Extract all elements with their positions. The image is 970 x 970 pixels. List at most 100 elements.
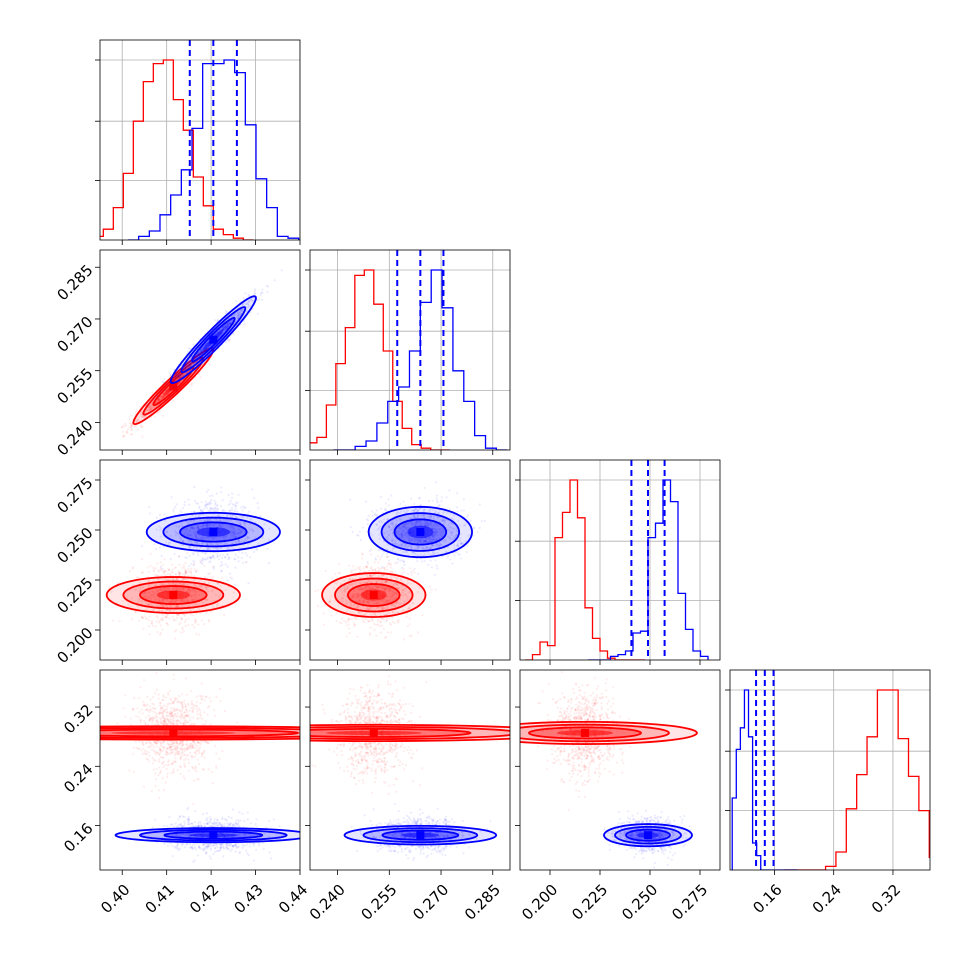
- scatter-point: [234, 532, 237, 535]
- scatter-point: [135, 610, 138, 613]
- scatter-point: [231, 531, 234, 534]
- scatter-point: [155, 615, 158, 618]
- scatter-point: [408, 617, 411, 620]
- scatter-point: [375, 634, 378, 637]
- scatter-point: [137, 606, 140, 609]
- scatter-point: [226, 520, 230, 523]
- scatter-point: [136, 419, 139, 422]
- scatter-point: [216, 319, 219, 322]
- scatter-point: [141, 600, 144, 603]
- scatter-point: [158, 528, 162, 532]
- scatter-point: [220, 561, 223, 564]
- scatter-point: [173, 566, 176, 570]
- scatter-point: [185, 569, 188, 572]
- scatter-point: [348, 600, 351, 603]
- scatter-point: [389, 589, 392, 592]
- scatter-point: [147, 585, 150, 588]
- scatter-point: [181, 589, 184, 592]
- scatter-point: [236, 532, 240, 535]
- scatter-point: [231, 492, 234, 495]
- scatter-point: [229, 499, 232, 502]
- scatter-point: [462, 509, 466, 512]
- histogram-panel-0: [95, 39, 301, 245]
- scatter-point: [228, 322, 231, 325]
- scatter-point: [349, 611, 352, 614]
- scatter-point: [411, 569, 414, 572]
- scatter-point: [193, 568, 196, 571]
- scatter-point: [166, 578, 169, 581]
- scatter-point: [438, 545, 441, 548]
- scatter-point: [199, 536, 202, 540]
- scatter-point: [437, 531, 440, 534]
- scatter-point: [366, 584, 370, 588]
- scatter-point: [164, 569, 168, 573]
- scatter-point: [212, 543, 215, 546]
- scatter-point: [226, 324, 229, 327]
- scatter-point: [162, 395, 166, 398]
- scatter-point: [165, 541, 168, 544]
- scatter-point: [200, 536, 203, 540]
- scatter-point: [389, 529, 392, 532]
- y-tick-label: 0.270: [53, 313, 96, 356]
- scatter-point: [193, 528, 196, 531]
- scatter-point: [191, 599, 195, 602]
- scatter-point: [406, 624, 410, 628]
- scatter-point: [316, 604, 320, 608]
- scatter-point: [229, 524, 232, 527]
- scatter-point: [459, 539, 462, 542]
- scatter-point: [165, 383, 168, 387]
- scatter-point: [405, 543, 408, 546]
- scatter-point: [152, 593, 155, 596]
- scatter-point: [244, 506, 247, 509]
- scatter-point: [368, 633, 372, 637]
- scatter-point: [174, 531, 178, 534]
- scatter-point: [168, 569, 171, 572]
- scatter-point: [442, 511, 445, 514]
- scatter-point: [385, 586, 389, 589]
- scatter-point: [236, 315, 240, 318]
- scatter-point: [151, 391, 154, 394]
- scatter-point: [180, 582, 183, 585]
- scatter-point: [227, 323, 230, 326]
- scatter-point: [171, 577, 174, 580]
- scatter-point: [404, 531, 407, 534]
- scatter-point: [133, 424, 136, 428]
- scatter-point: [202, 524, 205, 528]
- scatter-point: [204, 598, 207, 601]
- scatter-point: [164, 570, 167, 573]
- scatter-point: [197, 536, 200, 539]
- scatter-point: [210, 557, 213, 560]
- scatter-point: [247, 542, 250, 546]
- scatter-point: [396, 558, 399, 561]
- scatter-point: [200, 350, 203, 353]
- scatter-point: [197, 527, 200, 530]
- scatter-point: [393, 622, 396, 625]
- scatter-point: [352, 592, 355, 595]
- scatter-point: [356, 595, 359, 598]
- scatter-point: [418, 586, 421, 589]
- scatter-point: [177, 613, 181, 616]
- scatter-point: [222, 514, 225, 518]
- scatter-point: [205, 513, 208, 516]
- scatter-point: [347, 617, 350, 620]
- scatter-point: [178, 571, 181, 574]
- scatter-point: [193, 588, 196, 591]
- scatter-point: [178, 623, 181, 626]
- scatter-point: [127, 603, 130, 606]
- scatter-point: [220, 576, 224, 579]
- scatter-point: [430, 514, 433, 517]
- scatter-point: [347, 617, 351, 621]
- scatter-point: [348, 631, 351, 635]
- scatter-point: [381, 586, 385, 589]
- scatter-point: [396, 533, 399, 536]
- scatter-point: [161, 583, 164, 587]
- scatter-point: [180, 599, 183, 602]
- scatter-point: [198, 584, 201, 587]
- scatter-point: [243, 302, 246, 305]
- scatter-point: [237, 315, 240, 318]
- scatter-point: [179, 621, 182, 624]
- scatter-point: [345, 624, 348, 627]
- scatter-point: [139, 405, 142, 409]
- scatter-point: [181, 373, 184, 376]
- scatter-point: [162, 381, 165, 384]
